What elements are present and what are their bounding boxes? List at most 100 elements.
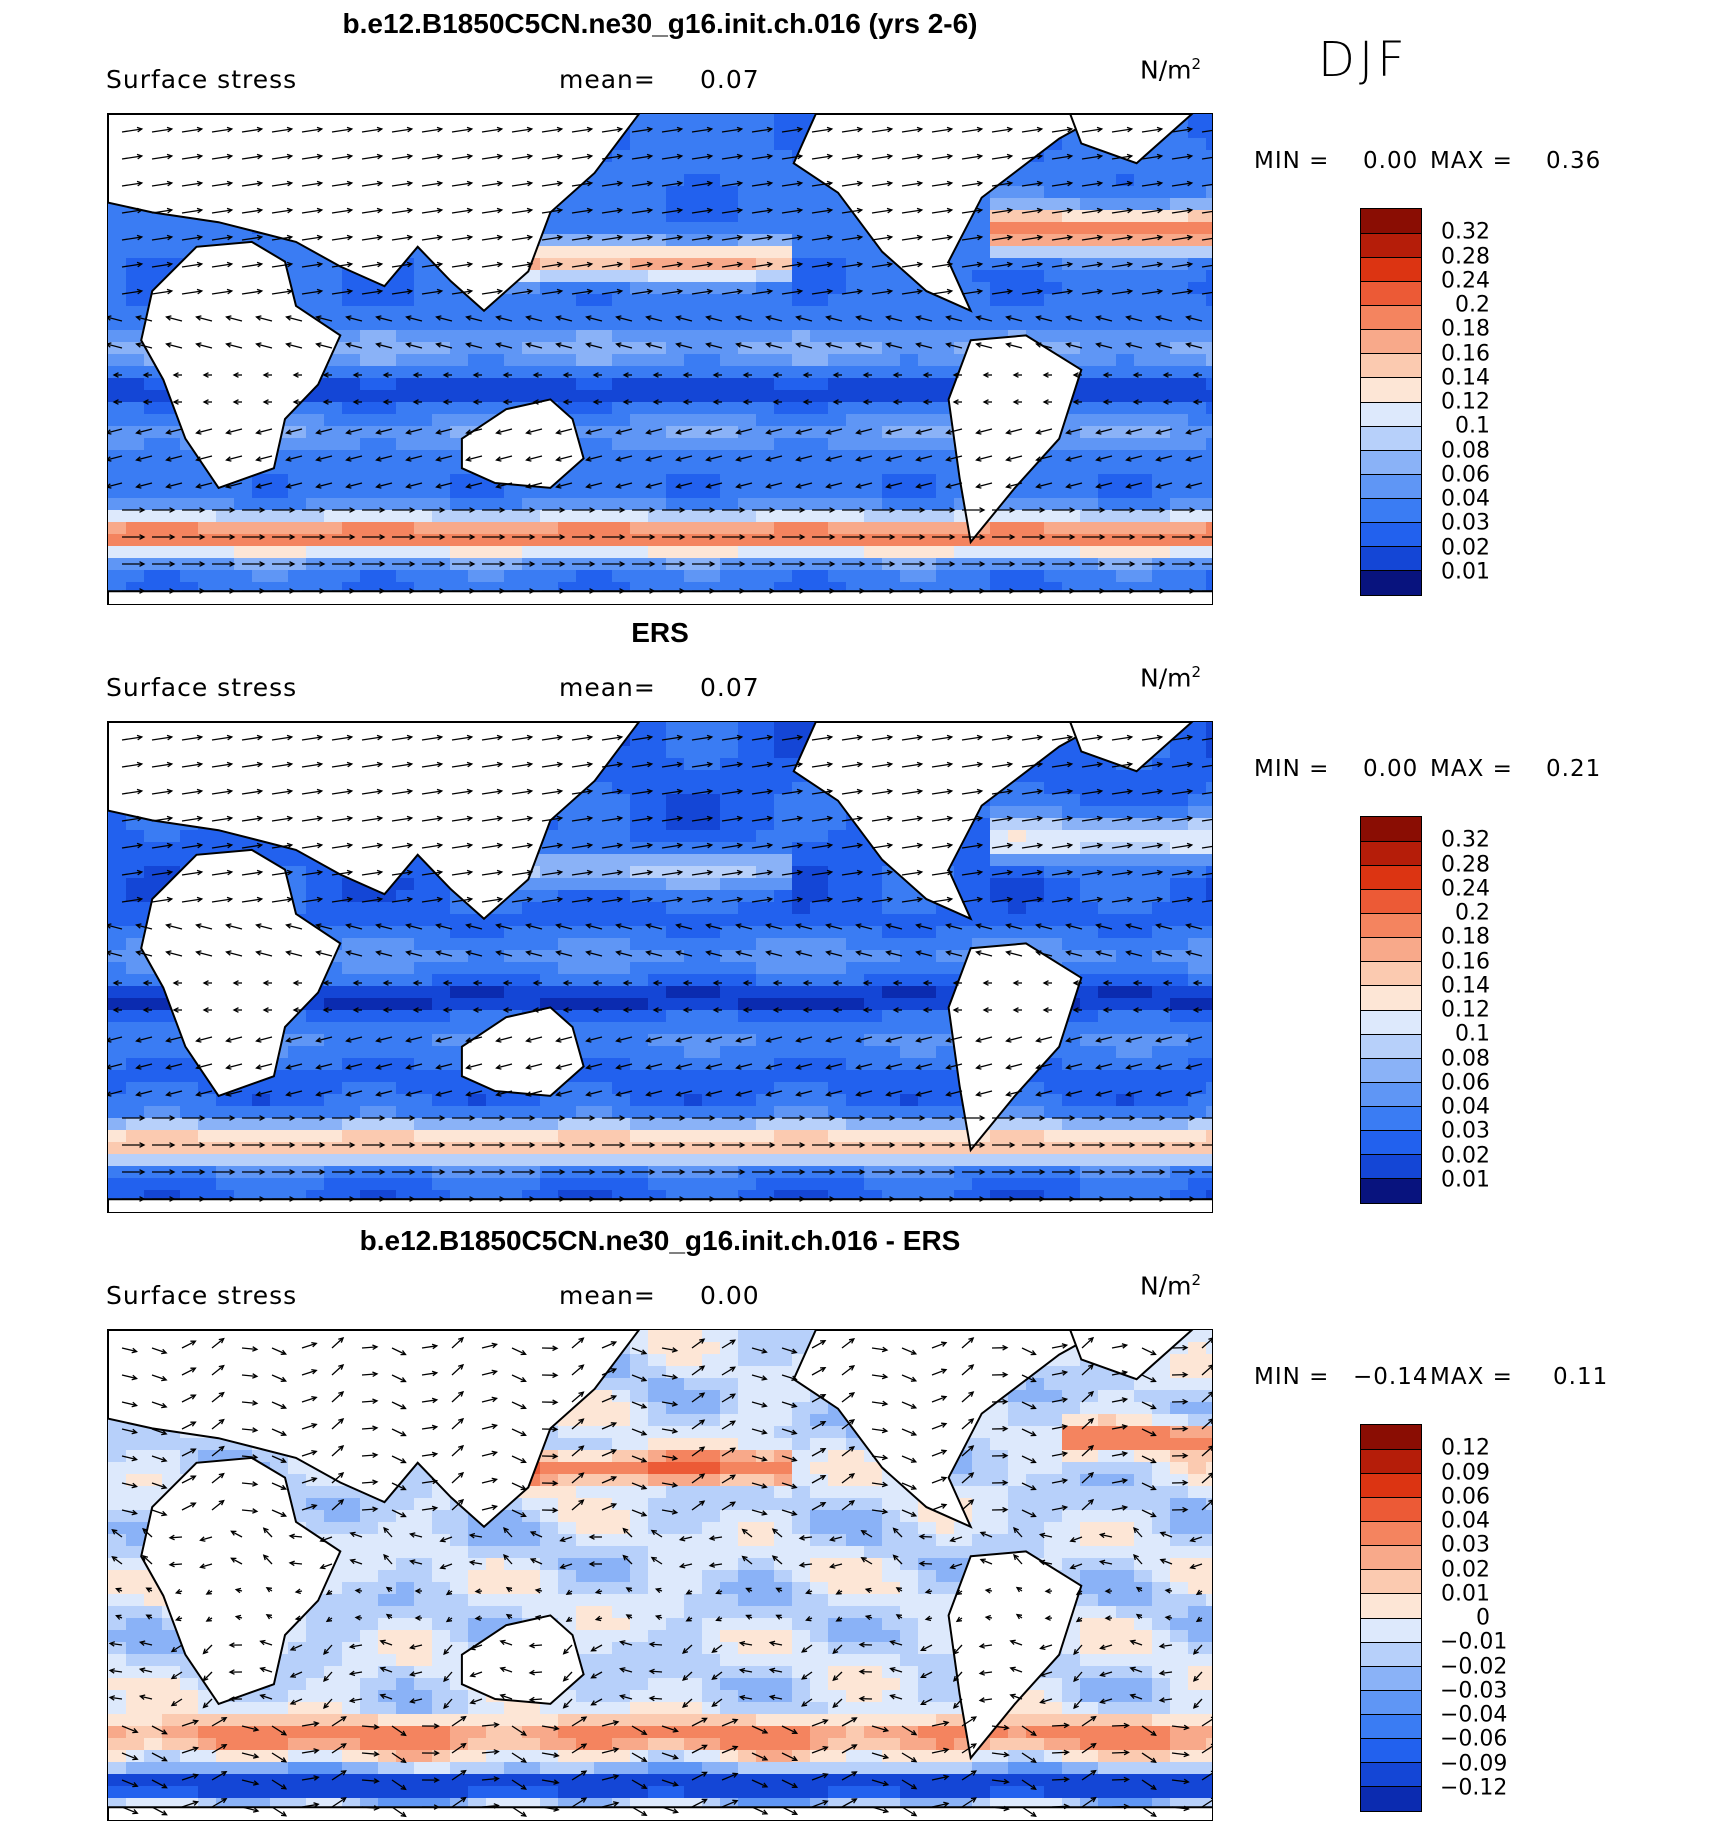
stress-vector-head xyxy=(346,288,354,295)
field-cell xyxy=(756,402,775,415)
field-cell xyxy=(558,498,577,511)
field-cell xyxy=(936,474,955,487)
stress-vector-head xyxy=(1185,429,1192,435)
field-cell xyxy=(378,914,397,927)
field-cell xyxy=(990,842,1009,855)
field-cell xyxy=(342,902,361,915)
stress-vector xyxy=(391,236,412,241)
field-cell xyxy=(1206,258,1212,271)
stress-vector-head xyxy=(345,429,352,435)
field-cell xyxy=(1170,474,1189,487)
field-cell xyxy=(432,318,451,331)
field-cell xyxy=(450,546,469,559)
field-cell xyxy=(720,770,739,783)
stress-vector-head xyxy=(229,561,236,567)
stress-vector-head xyxy=(502,372,509,378)
stress-vector xyxy=(691,182,712,187)
field-cell xyxy=(774,758,793,771)
field-cell xyxy=(108,830,127,843)
field-cell xyxy=(846,522,865,535)
field-cell xyxy=(558,210,577,223)
field-cell xyxy=(1098,294,1117,307)
field-cell xyxy=(1134,306,1153,319)
stress-vector xyxy=(706,482,723,488)
field-cell xyxy=(1170,462,1189,475)
field-cell xyxy=(576,306,595,319)
stress-vector-head xyxy=(466,153,474,160)
stress-vector-head xyxy=(856,261,864,268)
field-cell xyxy=(558,222,577,235)
stress-vector xyxy=(946,343,963,349)
field-cell xyxy=(918,342,937,355)
field-cell xyxy=(1134,414,1153,427)
stress-vector-head xyxy=(622,399,629,405)
stress-vector-head xyxy=(825,456,832,462)
field-cell xyxy=(342,522,361,535)
field-cell xyxy=(144,378,163,391)
field-cell xyxy=(648,746,667,759)
field-cell xyxy=(1188,770,1207,783)
field-cell xyxy=(720,462,739,475)
stress-vector-head xyxy=(772,399,779,405)
field-cell xyxy=(414,438,433,451)
stress-vector xyxy=(1201,264,1212,268)
stress-vector xyxy=(706,455,723,461)
field-cell xyxy=(1044,270,1063,283)
field-cell xyxy=(1098,914,1117,927)
field-cell xyxy=(1170,758,1189,771)
field-cell xyxy=(1062,498,1081,511)
field-cell xyxy=(684,806,703,819)
field-cell xyxy=(540,854,559,867)
stress-vector xyxy=(1066,482,1083,488)
field-cell xyxy=(972,246,991,259)
field-cell xyxy=(594,354,613,367)
field-cell xyxy=(846,450,865,463)
field-cell xyxy=(1062,306,1081,319)
stress-vector xyxy=(661,209,682,214)
field-cell xyxy=(576,866,595,879)
field-cell xyxy=(864,402,883,415)
field-cell xyxy=(1134,806,1153,819)
field-cell xyxy=(432,510,451,523)
field-cell xyxy=(702,354,721,367)
field-cell xyxy=(324,878,343,891)
stress-vector-head xyxy=(736,288,744,295)
field-cell xyxy=(738,186,757,199)
stress-vector-head xyxy=(976,288,984,295)
colorbar-swatch xyxy=(1361,569,1421,595)
field-cell xyxy=(990,854,1009,867)
field-cell xyxy=(1188,914,1207,927)
field-cell xyxy=(594,450,613,463)
field-cell xyxy=(900,342,919,355)
stress-vector-head xyxy=(196,234,204,241)
field-cell xyxy=(828,330,847,343)
stress-vector xyxy=(796,455,813,461)
field-cell xyxy=(1152,306,1171,319)
field-cell xyxy=(1098,486,1117,499)
field-cell xyxy=(864,282,883,295)
field-cell xyxy=(846,270,865,283)
stress-vector-head xyxy=(1036,126,1044,133)
stress-vector-head xyxy=(316,180,324,187)
stress-vector-head xyxy=(616,234,624,241)
field-cell xyxy=(684,378,703,391)
field-cell xyxy=(540,342,559,355)
stress-vector-head xyxy=(225,456,232,462)
stress-vector xyxy=(691,155,712,160)
field-cell xyxy=(846,354,865,367)
field-cell xyxy=(918,570,937,583)
stress-vector xyxy=(736,482,753,488)
field-cell xyxy=(360,342,379,355)
stress-vector xyxy=(601,209,622,214)
field-cell xyxy=(882,510,901,523)
field-cell xyxy=(1170,258,1189,271)
stress-vector xyxy=(211,209,232,214)
stress-vector xyxy=(676,428,693,434)
field-cell xyxy=(270,546,289,559)
stress-vector-head xyxy=(856,207,864,214)
field-cell xyxy=(936,330,955,343)
stress-vector xyxy=(121,182,142,187)
field-cell xyxy=(666,878,685,891)
stress-vector-head xyxy=(1129,588,1136,594)
field-cell xyxy=(162,246,181,259)
